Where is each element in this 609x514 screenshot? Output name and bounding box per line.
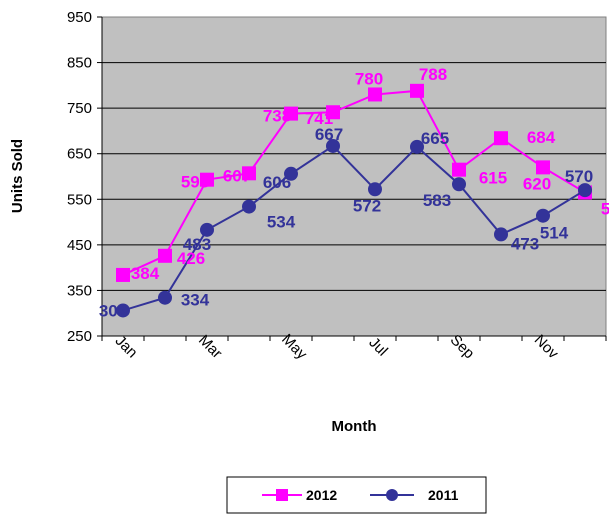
data-point	[158, 248, 172, 263]
data-label: 534	[267, 213, 296, 232]
y-tick-label: 250	[67, 328, 92, 345]
data-point	[452, 162, 466, 177]
plot-area	[101, 16, 607, 337]
data-point	[326, 138, 340, 153]
y-tick-label: 650	[67, 146, 92, 163]
data-point	[410, 83, 424, 98]
y-tick-label: 350	[67, 282, 92, 299]
data-label: 738	[263, 107, 291, 126]
x-tick-label: Jan	[112, 332, 141, 361]
legend-square-marker-icon	[276, 489, 288, 501]
legend-item-2011: 2011	[370, 487, 459, 503]
data-point	[410, 139, 424, 154]
data-label: 615	[479, 169, 507, 188]
data-label: 667	[315, 125, 343, 144]
legend-circle-marker-icon	[386, 489, 398, 501]
y-tick-label: 850	[67, 55, 92, 72]
data-point	[368, 182, 382, 197]
data-label: 306	[99, 301, 127, 320]
data-point	[494, 227, 508, 242]
data-label: 570	[565, 167, 593, 186]
y-axis: 950 850 750 650 550 450 350 250	[67, 9, 103, 345]
legend-label-2012: 2012	[306, 487, 337, 503]
data-point	[536, 160, 550, 175]
data-label: 426	[177, 249, 205, 268]
data-labels: 384 426 593 607 738 741 780 788 615 684 620 565 306 3…	[99, 65, 609, 321]
data-label: 606	[263, 173, 291, 192]
data-label: 473	[511, 234, 539, 253]
data-point	[242, 199, 256, 214]
data-point	[284, 106, 298, 121]
data-label: 665	[421, 129, 449, 148]
y-tick-label: 950	[67, 9, 92, 26]
y-tick-label: 550	[67, 191, 92, 208]
data-point	[284, 166, 298, 181]
legend: 2012 2011	[226, 476, 487, 514]
series-line	[122, 144, 586, 312]
data-label: 620	[523, 174, 551, 193]
data-label: 607	[223, 166, 251, 185]
legend-item-2012: 2012	[262, 487, 337, 503]
data-point	[200, 222, 214, 237]
data-label: 565	[601, 199, 609, 218]
data-point	[536, 208, 550, 223]
y-tick-label: 450	[67, 237, 92, 254]
data-label: 483	[183, 235, 211, 254]
data-point	[116, 303, 130, 318]
series-2012	[116, 83, 592, 282]
data-point	[116, 267, 130, 282]
gridlines	[102, 62, 606, 291]
data-point	[200, 172, 214, 187]
data-point	[452, 177, 466, 192]
x-tick-label: Jul	[365, 334, 391, 360]
data-label: 583	[423, 191, 451, 210]
data-point	[326, 105, 340, 120]
data-point	[242, 166, 256, 181]
legend-label-2011: 2011	[428, 487, 459, 503]
data-label: 514	[540, 224, 569, 243]
data-label: 384	[131, 264, 160, 283]
data-label: 780	[355, 69, 383, 88]
data-label: 788	[419, 65, 447, 84]
data-label: 334	[181, 291, 210, 310]
data-label: 593	[181, 173, 209, 192]
data-point	[368, 87, 382, 102]
data-point	[578, 183, 592, 198]
data-label: 572	[353, 196, 381, 215]
x-axis: Jan Mar May Jul Sep Nov	[101, 331, 607, 363]
data-point	[494, 131, 508, 146]
x-axis-title: Month	[332, 418, 377, 435]
data-label: 684	[527, 128, 556, 147]
data-point	[158, 290, 172, 305]
data-label: 741	[305, 109, 333, 128]
y-axis-title: Units Sold	[9, 139, 26, 213]
series-layer	[116, 83, 592, 318]
y-tick-label: 750	[67, 100, 92, 117]
series-2011	[116, 138, 592, 318]
